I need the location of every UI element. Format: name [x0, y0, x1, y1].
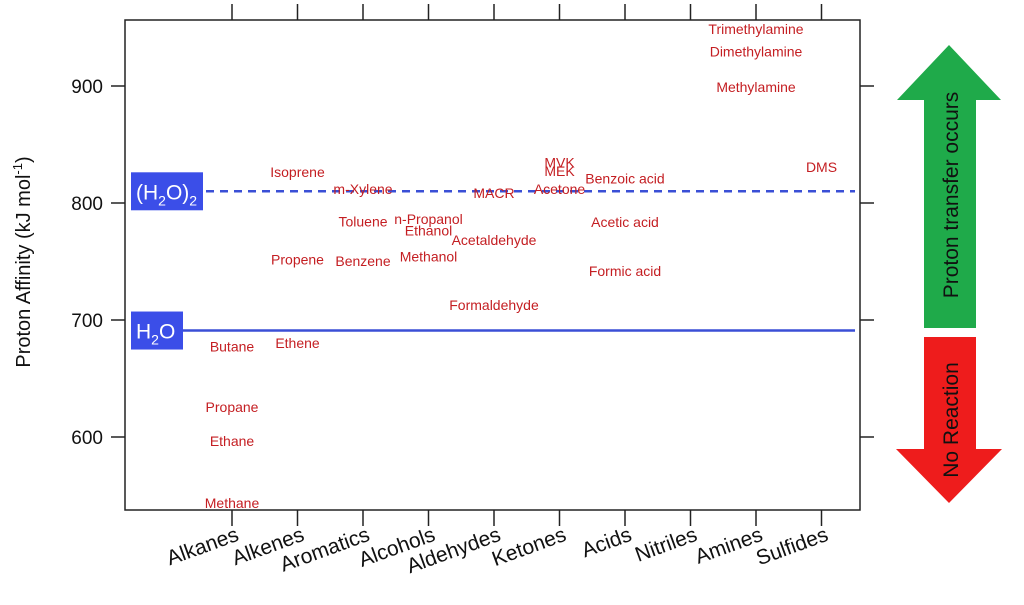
down-arrow-label: No Reaction	[940, 362, 963, 478]
point-methanol: Methanol	[400, 248, 458, 264]
category-label-acids: Acids	[579, 523, 635, 562]
up-arrow	[897, 45, 1001, 328]
ref-box-h2o	[131, 311, 183, 350]
point-acetic-acid: Acetic acid	[591, 214, 659, 230]
category-label-amines: Amines	[692, 523, 766, 569]
point-trimethylamine: Trimethylamine	[708, 21, 803, 37]
point-ethane: Ethane	[210, 433, 255, 449]
point-isoprene: Isoprene	[270, 164, 325, 180]
ref-label-h2o: H2O	[136, 321, 175, 348]
point-formic-acid: Formic acid	[589, 263, 661, 279]
category-labels: AlkanesAlkenesAromaticsAlcoholsAldehydes…	[164, 523, 832, 578]
point-macr: MACR	[473, 185, 514, 201]
y-tick-label-600: 600	[71, 428, 103, 449]
plot-frame	[124, 19, 861, 511]
y-tick-labels: 600 700 800 900	[71, 77, 103, 449]
point-propane: Propane	[206, 399, 259, 415]
y-tick-label-800: 800	[71, 194, 103, 215]
y-tick-label-700: 700	[71, 311, 103, 332]
ref-box-h2o-2	[131, 172, 203, 211]
point-formaldehyde: Formaldehyde	[449, 297, 539, 313]
category-label-sulfides: Sulfides	[753, 523, 831, 570]
axis-ticks	[111, 4, 874, 526]
point-propene: Propene	[271, 252, 324, 268]
point-benzoic-acid: Benzoic acid	[585, 170, 664, 186]
point-butane: Butane	[210, 338, 255, 354]
point-n-propanol: n-Propanol	[394, 211, 463, 227]
y-tick-label-900: 900	[71, 77, 103, 98]
category-label-ketones: Ketones	[489, 523, 569, 571]
ref-label-h2o-2: (H2O)2	[136, 181, 197, 208]
up-arrow-label: Proton transfer occurs	[940, 92, 963, 299]
point-ethene: Ethene	[275, 335, 320, 351]
reference-lines: (H2O)2 H2O	[131, 172, 855, 350]
point-mek: MEK	[544, 163, 575, 179]
point-toluene: Toluene	[338, 214, 387, 230]
point-benzene: Benzene	[335, 253, 390, 269]
point-methane: Methane	[205, 495, 260, 511]
data-points: Methane Ethane Propane Butane Ethene Propene I…	[205, 21, 837, 511]
category-label-alkanes: Alkanes	[164, 523, 242, 570]
category-label-nitriles: Nitriles	[632, 523, 700, 567]
point-methylamine: Methylamine	[716, 79, 796, 95]
arrows: Proton transfer occurs No Reaction	[896, 45, 1002, 503]
y-axis-title: Proton Affinity (kJ mol-1)	[10, 156, 35, 367]
point-dimethylamine: Dimethylamine	[710, 43, 803, 59]
point-dms: DMS	[806, 159, 837, 175]
y-axis-title-text: Proton Affinity (kJ mol-1)	[10, 156, 35, 367]
point-mvk: MVK	[544, 154, 575, 170]
down-arrow	[896, 337, 1002, 503]
point-acetaldehyde: Acetaldehyde	[452, 232, 537, 248]
point-m-xylene: m-Xylene	[333, 181, 392, 197]
point-acetone: Acetone	[534, 181, 586, 197]
point-ethanol: Ethanol	[405, 223, 452, 239]
